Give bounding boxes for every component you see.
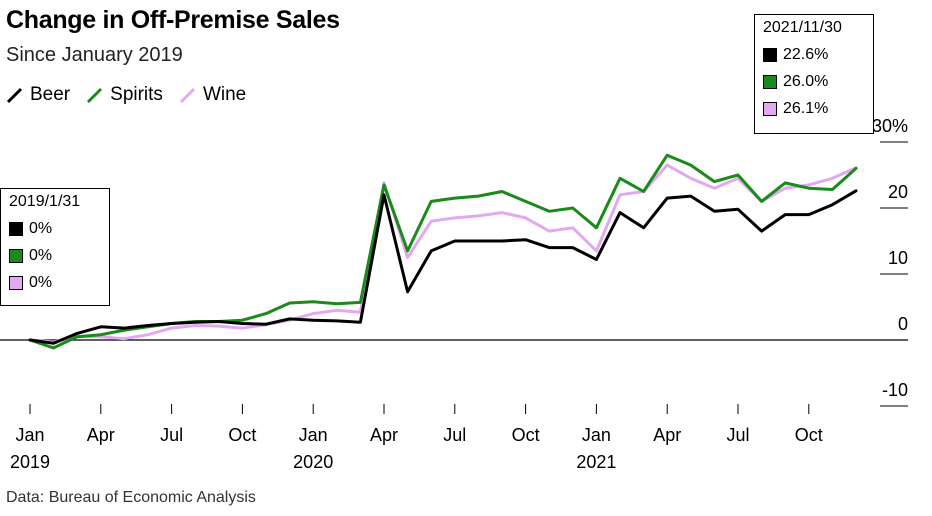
series-lines [28, 153, 858, 350]
tooltip-end-row-spirits: 26.0% [763, 68, 865, 95]
tooltip-start-row-spirits: 0% [9, 242, 101, 269]
x-tick-label: Jan [582, 425, 611, 445]
x-tick-year-label: 2020 [293, 452, 333, 472]
legend-spirits-line-icon [87, 87, 103, 104]
x-tick-label: Apr [370, 425, 398, 445]
x-tick-label: Jul [160, 425, 183, 445]
x-axis: Jan 2019 Apr Jul Oct Jan 2020 Apr Jul Oct Jan 2021 A… [10, 404, 823, 472]
x-tick-label: Apr [653, 425, 681, 445]
wine-swatch [9, 275, 23, 290]
chart-title: Change in Off-Premise Sales [6, 6, 340, 34]
series-line-beer[interactable] [28, 189, 858, 345]
legend-label-spirits: Spirits [110, 84, 163, 105]
tooltip-start-row-beer: 0% [9, 215, 101, 242]
tooltip-end-row-beer: 22.6% [763, 41, 865, 68]
tooltip-start-value-wine: 0% [29, 273, 53, 291]
y-tick-label: 20 [888, 182, 908, 202]
x-tick-label: Oct [512, 425, 540, 445]
y-tick-label: 30% [872, 116, 908, 136]
tooltip-start-value-beer: 0% [29, 219, 53, 237]
x-tick-label: Jul [726, 425, 749, 445]
x-tick-label: Apr [87, 425, 115, 445]
series-line-wine[interactable] [28, 163, 858, 344]
tooltip-end-date: 2021/11/30 [763, 19, 842, 36]
tooltip-start-row-wine: 0% [9, 269, 101, 296]
tooltip-end: 2021/11/30 22.6% 26.0% 26.1% [754, 14, 874, 134]
y-tick-label: 0 [898, 314, 908, 334]
legend-item-spirits[interactable]: Spirits [86, 84, 163, 106]
beer-swatch [763, 47, 777, 62]
tooltip-start-date: 2019/1/31 [9, 193, 81, 210]
tooltip-end-row-wine: 26.1% [763, 95, 865, 122]
y-tick-label: 10 [888, 248, 908, 268]
x-tick-year-label: 2019 [10, 452, 50, 472]
x-tick-label: Oct [228, 425, 256, 445]
y-axis: 30% 20 10 0 -10 [872, 116, 908, 407]
tooltip-end-value-spirits: 26.0% [783, 72, 829, 90]
legend-beer-line-icon [6, 87, 23, 104]
tooltip-end-value-wine: 26.1% [783, 99, 829, 117]
x-tick-label: Jan [15, 425, 44, 445]
x-tick-label: Jul [443, 425, 466, 445]
spirits-swatch [763, 74, 777, 89]
source-note: Data: Bureau of Economic Analysis [6, 489, 256, 506]
wine-swatch [763, 101, 777, 116]
legend-item-beer[interactable]: Beer [6, 84, 70, 106]
tooltip-end-value-beer: 22.6% [783, 45, 829, 63]
series-line-spirits[interactable] [28, 153, 858, 350]
chart-subtitle: Since January 2019 [6, 44, 183, 66]
legend-label-wine: Wine [202, 84, 247, 105]
spirits-swatch [9, 248, 23, 263]
legend: Beer Spirits Wine [6, 84, 246, 106]
legend-label-beer: Beer [30, 84, 71, 105]
tooltip-start: 2019/1/31 0% 0% 0% [0, 188, 110, 306]
y-tick-label: -10 [882, 380, 908, 400]
legend-wine-line-icon [179, 87, 195, 104]
beer-swatch [9, 221, 23, 236]
tooltip-start-value-spirits: 0% [29, 246, 53, 264]
x-tick-label: Oct [795, 425, 823, 445]
x-tick-year-label: 2021 [576, 452, 616, 472]
legend-item-wine[interactable]: Wine [179, 84, 246, 106]
x-tick-label: Jan [299, 425, 328, 445]
